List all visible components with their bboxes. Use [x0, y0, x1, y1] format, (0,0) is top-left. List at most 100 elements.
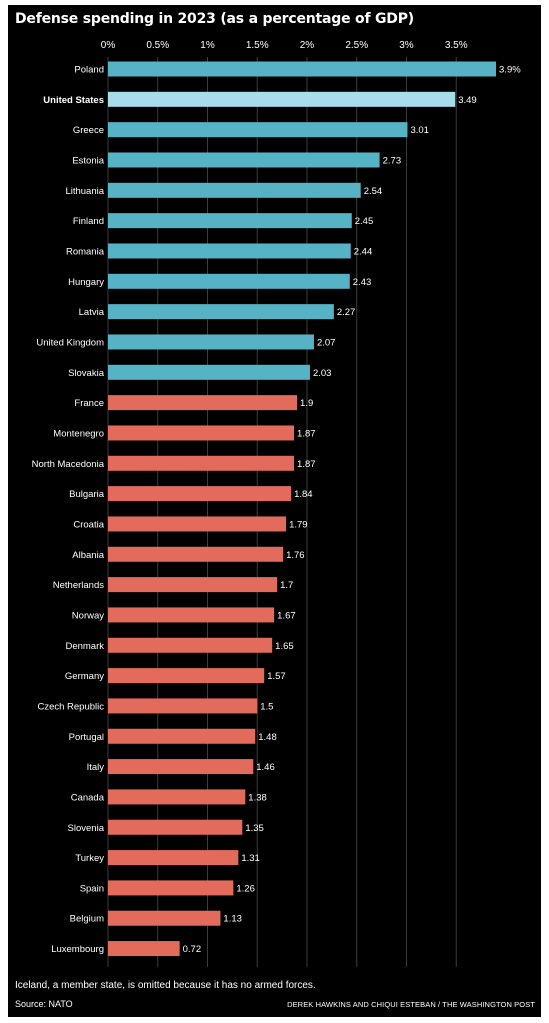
x-tick-label: 2.5%	[345, 40, 368, 51]
bar-chart: 0% 0.5% 1% 1.5% 2% 2.5% 3% 3.5% Poland 3.9% Unite…	[32, 40, 521, 967]
category-label: Denmark	[65, 641, 104, 652]
value-label: 3.49	[458, 95, 477, 106]
bar	[108, 546, 284, 562]
category-label: Hungary	[68, 277, 104, 288]
category-label: Germany	[65, 671, 104, 682]
bar	[108, 273, 350, 289]
bar	[108, 516, 287, 532]
bar	[108, 910, 221, 926]
value-label: 1.84	[294, 489, 313, 500]
category-label: Spain	[80, 883, 104, 894]
value-label: 1.9	[300, 398, 313, 409]
x-tick-label: 3%	[399, 40, 414, 51]
value-label: 1.87	[297, 428, 316, 439]
category-label: Czech Republic	[37, 701, 104, 712]
value-label: 1.13	[223, 914, 242, 925]
category-label: Estonia	[72, 155, 104, 166]
x-axis-ticks: 0% 0.5% 1% 1.5% 2% 2.5% 3% 3.5%	[101, 40, 468, 51]
category-label: Bulgaria	[69, 489, 105, 500]
value-label: 1.67	[277, 610, 296, 621]
category-label: United Kingdom	[36, 337, 104, 348]
value-label: 1.46	[256, 762, 275, 773]
bar	[108, 577, 278, 593]
bar	[108, 789, 246, 805]
bar	[108, 819, 243, 835]
category-label: Finland	[73, 216, 104, 227]
bar	[108, 455, 295, 471]
bar	[108, 364, 310, 380]
value-label: 0.72	[183, 944, 202, 955]
value-label: 1.87	[297, 459, 316, 470]
value-label: 2.73	[383, 155, 402, 166]
value-label: 1.57	[267, 671, 286, 682]
bar	[108, 91, 456, 107]
x-tick-label: 1.5%	[246, 40, 269, 51]
footnote: Iceland, a member state, is omitted beca…	[15, 980, 316, 991]
bar	[108, 304, 334, 320]
category-label: Luxembourg	[51, 944, 104, 955]
value-label: 1.7	[280, 580, 293, 591]
bar	[108, 728, 256, 744]
category-label: North Macedonia	[32, 459, 105, 470]
value-label: 2.45	[355, 216, 374, 227]
category-label: Italy	[87, 762, 105, 773]
bar	[108, 486, 292, 502]
value-label: 1.38	[248, 792, 267, 803]
category-label: United States	[43, 95, 104, 106]
category-label: Latvia	[79, 307, 105, 318]
value-label: 3.9%	[499, 65, 521, 76]
chart-title: Defense spending in 2023 (as a percentag…	[15, 11, 414, 27]
bar	[108, 637, 273, 653]
bar	[108, 334, 314, 350]
gridlines	[107, 57, 457, 967]
bar	[108, 243, 351, 259]
bar	[108, 850, 239, 866]
value-label: 1.26	[236, 883, 255, 894]
source-line: Source: NATO	[15, 999, 73, 1009]
bar	[108, 668, 265, 684]
chart-frame: Defense spending in 2023 (as a percentag…	[8, 5, 541, 1017]
value-label: 2.27	[337, 307, 356, 318]
value-label: 2.03	[313, 368, 332, 379]
category-label: Norway	[72, 610, 104, 621]
value-label: 1.31	[241, 853, 260, 864]
bar	[108, 152, 380, 168]
value-label: 2.54	[364, 186, 383, 197]
bar	[108, 122, 408, 138]
x-tick-label: 2%	[300, 40, 315, 51]
bar	[108, 213, 352, 229]
value-label: 2.44	[354, 246, 373, 257]
value-label: 1.48	[258, 732, 277, 743]
value-label: 1.65	[275, 641, 294, 652]
bars: Poland 3.9% United States 3.49 Greece 3.01 Est…	[32, 61, 521, 957]
x-tick-label: 1%	[200, 40, 215, 51]
value-label: 1.5	[260, 701, 273, 712]
category-label: Slovakia	[68, 368, 105, 379]
value-label: 1.35	[245, 823, 264, 834]
category-label: Romania	[66, 246, 105, 257]
bar	[108, 759, 254, 775]
category-label: Lithuania	[65, 186, 104, 197]
bar	[108, 395, 298, 411]
x-tick-label: 3.5%	[445, 40, 468, 51]
x-tick-label: 0.5%	[146, 40, 169, 51]
category-label: Greece	[73, 125, 104, 136]
value-label: 2.43	[353, 277, 372, 288]
credit-line: DEREK HAWKINS AND CHIQUI ESTEBAN / THE W…	[287, 1000, 535, 1009]
bar	[108, 941, 180, 957]
bar	[108, 182, 361, 198]
category-label: France	[74, 398, 104, 409]
value-label: 1.79	[289, 519, 308, 530]
category-label: Netherlands	[53, 580, 104, 591]
category-label: Turkey	[75, 853, 104, 864]
bar	[108, 698, 258, 714]
category-label: Croatia	[73, 519, 104, 530]
value-label: 2.07	[317, 337, 336, 348]
bar	[108, 425, 295, 441]
category-label: Albania	[72, 550, 104, 561]
value-label: 1.76	[286, 550, 305, 561]
bar	[108, 61, 497, 77]
category-label: Slovenia	[68, 823, 105, 834]
category-label: Poland	[74, 65, 104, 76]
category-label: Canada	[71, 792, 105, 803]
